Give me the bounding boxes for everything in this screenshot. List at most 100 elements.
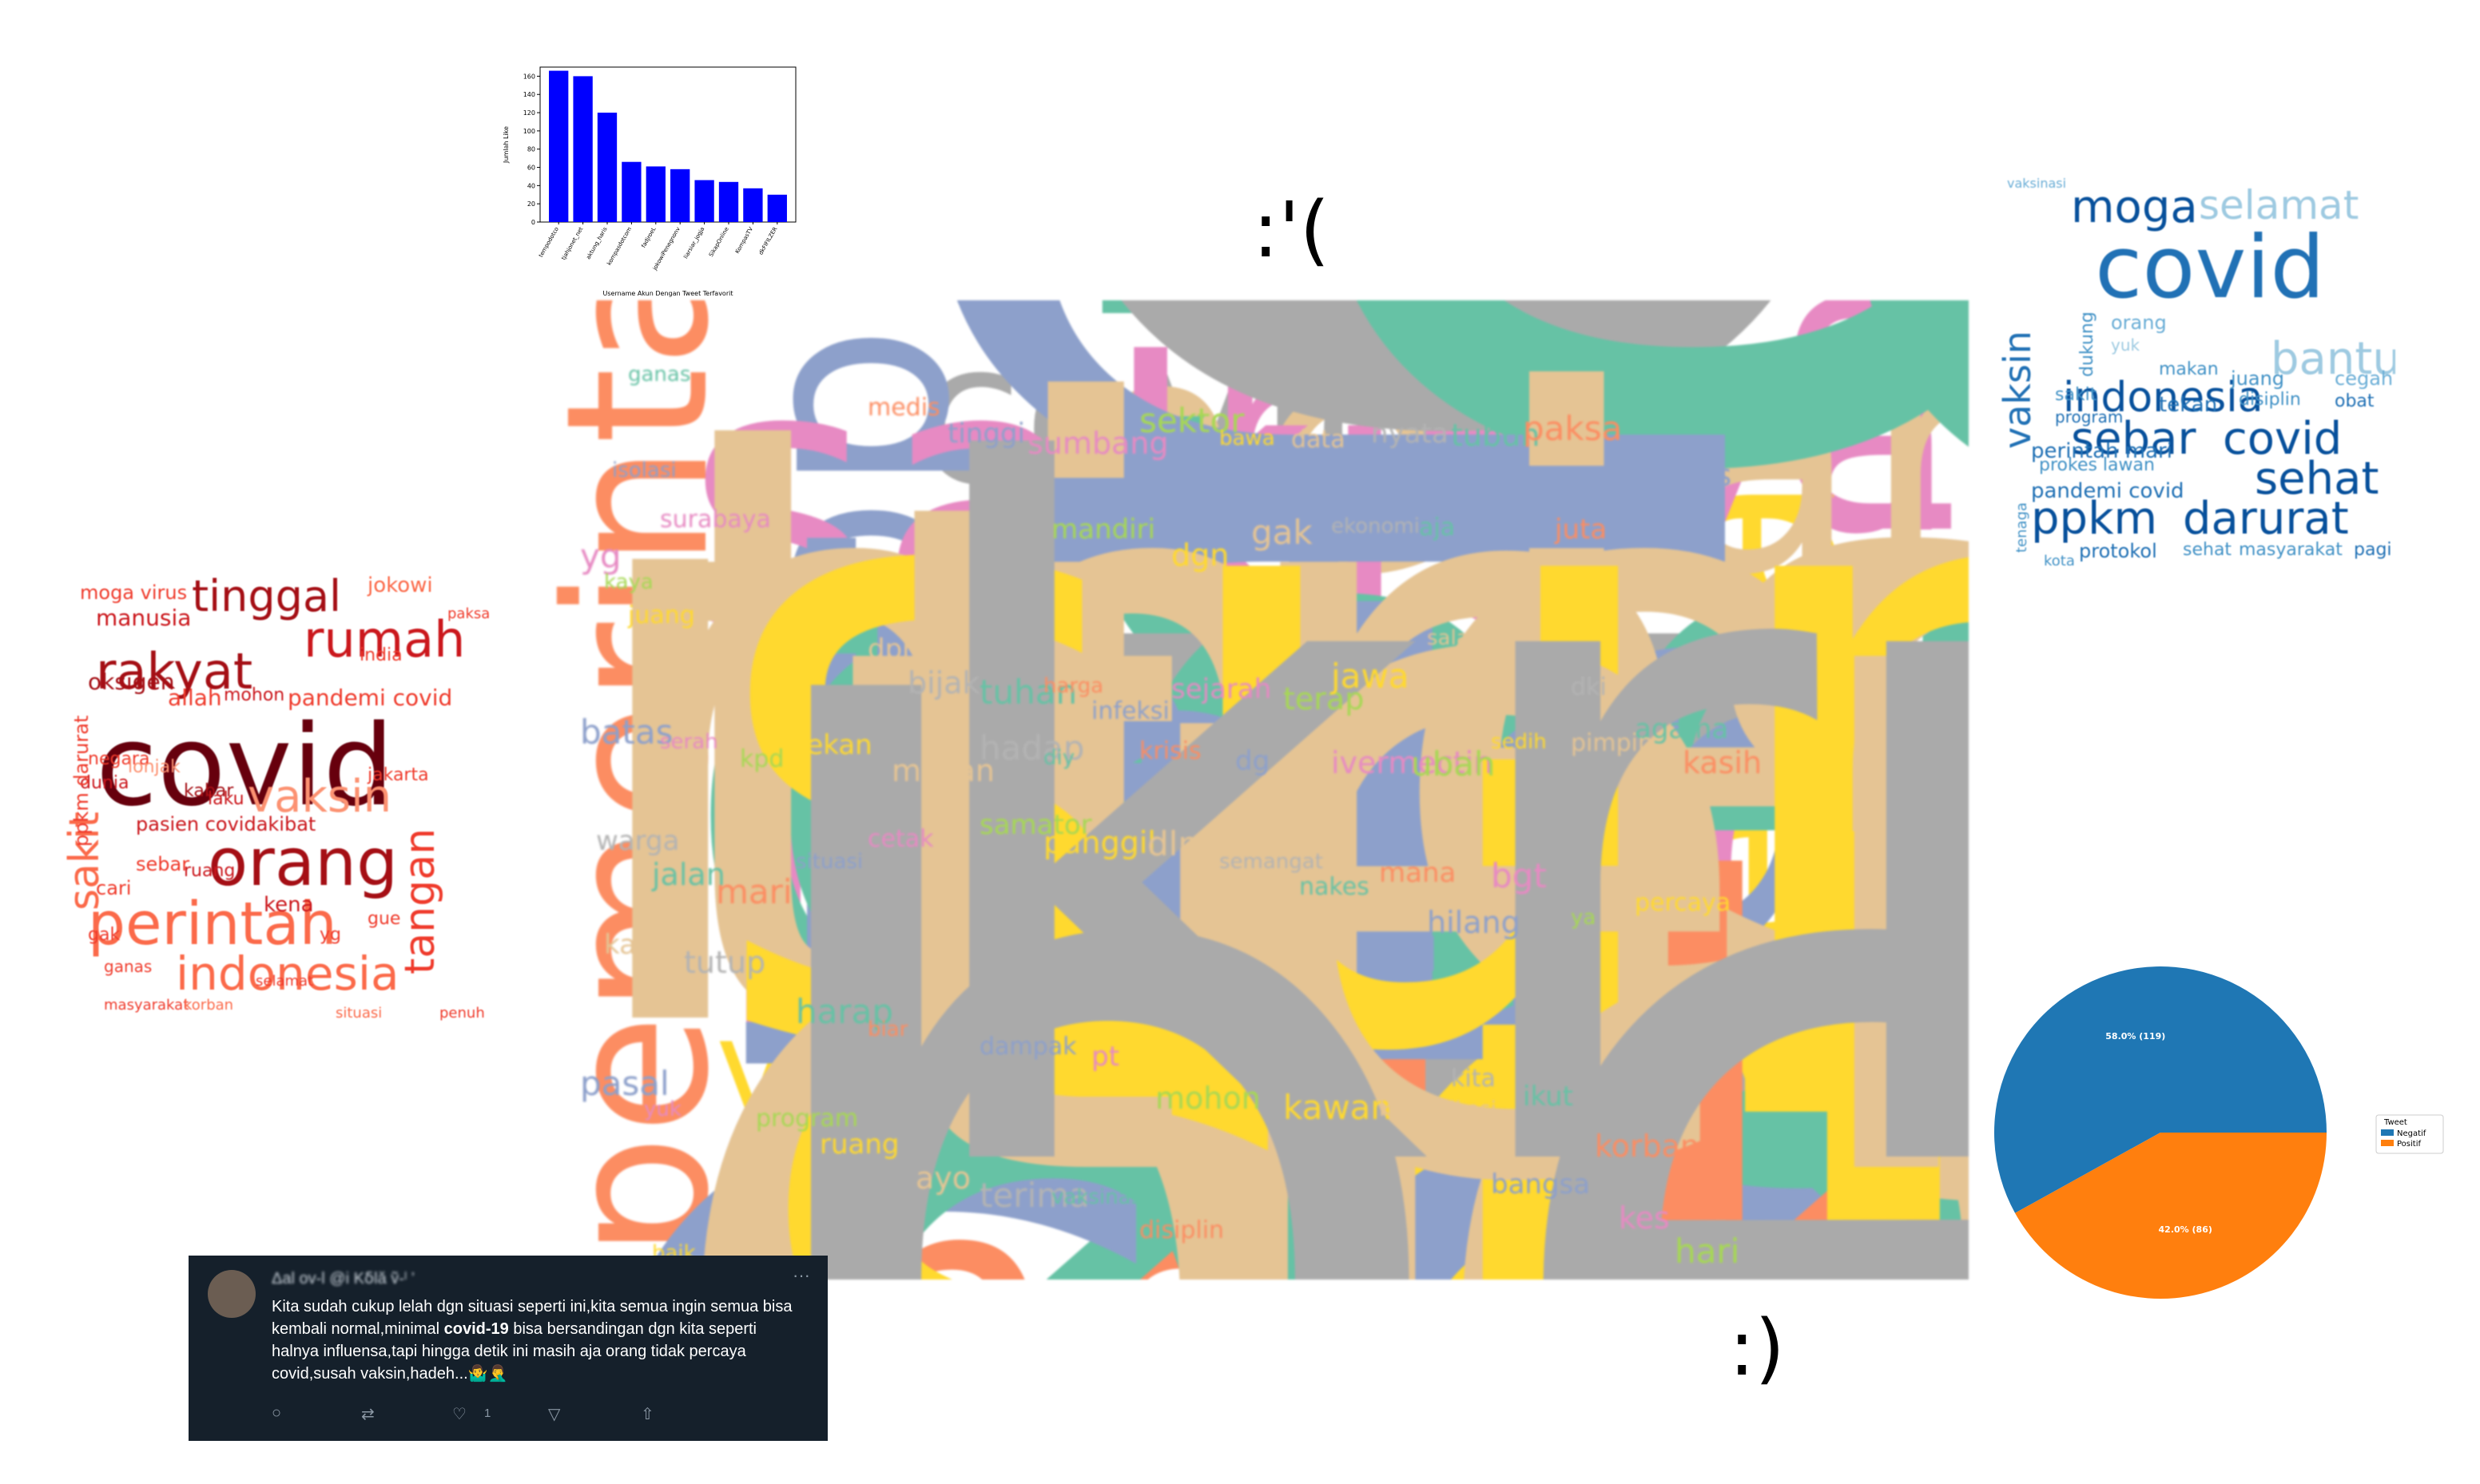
- wordcloud-word: serah: [660, 730, 718, 754]
- wordcloud-word: dki: [1571, 673, 1607, 701]
- bar-xlabel: Username Akun Dengan Tweet Terfavorit: [603, 290, 733, 297]
- wordcloud-word: bangsa: [1491, 1169, 1591, 1200]
- negative-wordcloud: covid orang rakyat rumah tinggal perintah indo…: [64, 575, 500, 1022]
- wordcloud-word: penuh: [439, 1005, 485, 1022]
- wordcloud-word: ya: [1571, 906, 1596, 930]
- wordcloud-word: kabar: [184, 781, 234, 801]
- wordcloud-word: delta: [636, 522, 1969, 1280]
- happy-emoticon: :): [1729, 1303, 1785, 1393]
- bar-tjahjonet_net: [573, 76, 593, 222]
- tweet-text-before: Kita sudah cukup lelah dgn situasi seper…: [272, 1298, 793, 1338]
- reply-icon[interactable]: ○: [272, 1404, 282, 1422]
- more-options-icon[interactable]: ···: [793, 1265, 810, 1285]
- bar-jokowiPenegnonv: [670, 169, 690, 222]
- wordcloud-word: medis: [556, 300, 1969, 1216]
- wordcloud-word: nyata: [1371, 418, 1449, 450]
- tweet-text-after: bisa bersandingan dgn kita seperti halny…: [272, 1320, 757, 1383]
- wordcloud-word: pasien: [1107, 772, 1969, 1280]
- bookmark-icon[interactable]: ▽: [548, 1406, 561, 1423]
- wordcloud-word: kasih: [1683, 745, 1763, 780]
- wordcloud-word: rakyat: [96, 642, 253, 700]
- wordcloud-word: korban: [184, 997, 234, 1014]
- wordcloud-word: lonjak: [128, 757, 181, 777]
- wordcloud-word: kita: [1451, 1065, 1496, 1093]
- bar-xtick-label: aktung_haris: [585, 226, 609, 260]
- pie-legend-title: Tweet: [2383, 1118, 2407, 1127]
- wordcloud-word: program: [756, 1105, 859, 1133]
- wordcloud-word: jakarta: [756, 447, 1969, 1079]
- wordcloud-word: atas: [1667, 458, 1732, 493]
- wordcloud-word: teman: [828, 300, 1969, 1280]
- wordcloud-word: kpd: [740, 745, 785, 773]
- wordcloud-word: vaksin: [1999, 331, 2039, 449]
- bar-kompasdotcom: [622, 161, 642, 222]
- wordcloud-word: vaksinasi: [1051, 1185, 1148, 1209]
- wordcloud-word: lawan: [1427, 300, 1969, 1280]
- wordcloud-word: situasi: [336, 1005, 383, 1022]
- wordcloud-word: pagi: [2354, 540, 2392, 560]
- wordcloud-word: diy: [1043, 746, 1075, 770]
- wordcloud-word: masker: [1187, 1003, 1969, 1280]
- wordcloud-word: tinggal: [1299, 931, 1969, 1280]
- wordcloud-word: ayo: [916, 1161, 972, 1196]
- wordcloud-word: medis: [868, 394, 940, 422]
- bar-ytick-label: 40: [527, 182, 535, 189]
- wordcloud-word: warga: [596, 825, 680, 857]
- wordcloud-word: sejarah: [1171, 673, 1272, 705]
- wordcloud-word: bawa: [1219, 427, 1275, 450]
- wordcloud-word: mana: [1379, 857, 1457, 889]
- retweet-icon[interactable]: ⇄: [361, 1406, 375, 1423]
- share-icon[interactable]: ⇧: [641, 1406, 654, 1423]
- avatar[interactable]: [208, 1270, 256, 1318]
- wordcloud-word: vaksinasi: [2007, 177, 2067, 191]
- wordcloud-word: sakit: [2055, 385, 2097, 405]
- wordcloud-word: sumbang: [1027, 426, 1169, 461]
- wordcloud-word: orang: [2111, 311, 2167, 334]
- wordcloud-word: tinggi: [948, 418, 1025, 450]
- wordcloud-word: covid: [96, 701, 395, 831]
- wordcloud-word: sebar: [136, 853, 190, 875]
- wordcloud-word: mohon: [1155, 1081, 1261, 1116]
- wordcloud-word: ppkm darurat: [70, 715, 93, 847]
- wordcloud-word: jakarta: [368, 765, 429, 785]
- wordcloud-word: wabah: [1051, 1099, 1969, 1280]
- wordcloud-word: kes: [1619, 1200, 1670, 1236]
- wordcloud-word: bijak: [908, 665, 980, 700]
- wordcloud-word: percaya: [1635, 889, 1731, 917]
- wordcloud-word: selamat: [256, 973, 314, 990]
- wordcloud-word: masyarakat: [2239, 540, 2343, 560]
- wordcloud-word: dg: [1235, 745, 1270, 777]
- wordcloud-word: allah: [168, 684, 222, 711]
- wordcloud-word: jawa: [1331, 657, 1409, 696]
- wordcloud-word: krn: [884, 300, 1969, 1280]
- wordcloud-word: komunikasi: [1379, 1097, 1496, 1121]
- wordcloud-word: terima: [980, 1176, 1090, 1215]
- bar-KompasTV: [743, 188, 763, 222]
- wordcloud-word: pt: [1091, 1041, 1119, 1073]
- pie-label-negatif: 58.0% (119): [2105, 1031, 2165, 1042]
- tweet-card[interactable]: Δal ov‐l @i Kẟlă ṽ‐ˡ ’ ··· Kita sudah cu…: [189, 1256, 828, 1441]
- wordcloud-word: mari: [716, 872, 793, 911]
- wordcloud-word: ubah: [1411, 744, 1496, 784]
- wordcloud-word: covid: [916, 300, 1438, 528]
- wordcloud-word: vaksin: [716, 992, 1127, 1141]
- wordcloud-word: obat: [2335, 391, 2375, 411]
- wordcloud-word: bgt: [1491, 856, 1547, 895]
- wordcloud-word: papar: [676, 1059, 1969, 1280]
- wordcloud-word: program: [2055, 407, 2124, 427]
- wordcloud-word: ivermectin: [1331, 745, 1493, 780]
- bar-xtick-label: kompasdotcom: [606, 226, 633, 267]
- pie-chart-svg: 58.0% (119) 42.0% (86) Tweet Negatif Positif: [1994, 966, 2444, 1299]
- bar-SikapOnline: [718, 181, 739, 222]
- wordcloud-word: mohon: [224, 685, 285, 705]
- wordcloud-word: rumah: [304, 610, 466, 669]
- tweet-author[interactable]: Δal ov‐l @i Kẟlă ṽ‐ˡ ’: [272, 1268, 415, 1288]
- wordcloud-word: dgn: [1171, 538, 1230, 573]
- like-count: 1: [484, 1407, 491, 1420]
- wordcloud-word: aja: [1419, 514, 1456, 542]
- wordcloud-word: biar: [868, 1018, 908, 1042]
- bar-ytick-label: 120: [523, 109, 535, 117]
- wordcloud-word: batas: [580, 712, 674, 752]
- like-icon[interactable]: ♡: [452, 1406, 467, 1423]
- wordcloud-word: makan: [892, 753, 996, 788]
